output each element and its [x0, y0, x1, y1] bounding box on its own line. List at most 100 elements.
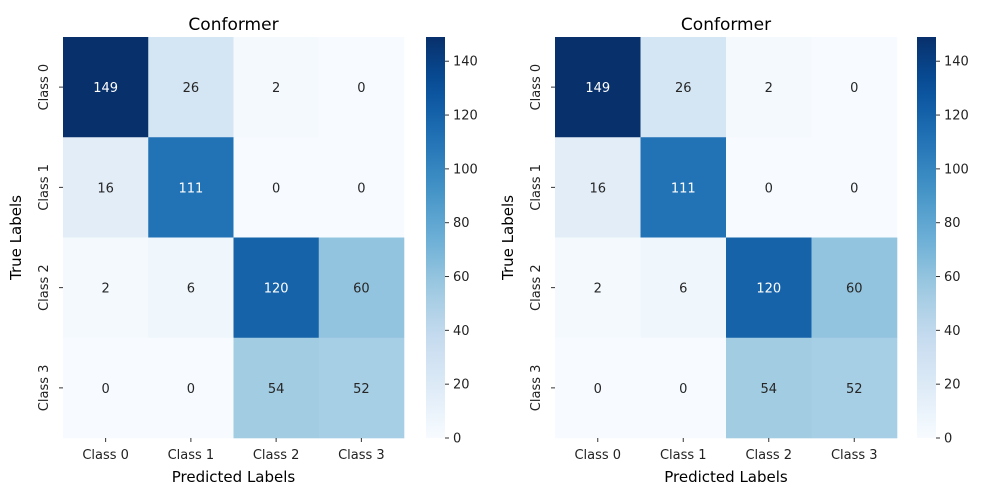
y-tick-label: Class 1: [529, 164, 544, 211]
cell-value-label: 60: [846, 282, 863, 297]
cell-value-label: 6: [679, 282, 687, 297]
x-axis-label: Predicted Labels: [172, 468, 296, 486]
heatmap-cell: [318, 337, 405, 439]
y-tick-label: Class 1: [37, 164, 52, 211]
heatmap-cell: [148, 237, 234, 339]
cell-value-label: 60: [353, 282, 370, 297]
cell-value-label: 26: [675, 81, 692, 96]
heatmap-cell: [63, 237, 149, 339]
heatmap-cell: [555, 37, 641, 138]
heatmap-cell: [555, 237, 641, 339]
chart-title: Conformer: [681, 15, 771, 35]
y-axis-label: True Labels: [499, 195, 517, 281]
heatmap-cell: [640, 237, 727, 339]
cell-value-label: 0: [594, 382, 602, 397]
cell-value-label: 0: [850, 81, 858, 96]
confusion-matrix-left: Conformer Predicted Labels True Labels 1…: [7, 15, 478, 486]
cell-value-label: 2: [272, 81, 280, 96]
x-tick-label: Class 1: [660, 448, 707, 463]
x-tick-label: Class 3: [338, 448, 385, 463]
x-tick-label: Class 2: [253, 448, 300, 463]
colorbar: [426, 37, 445, 438]
cell-value-label: 6: [187, 282, 195, 297]
cell-value-label: 52: [353, 382, 370, 397]
cell-value-label: 0: [357, 181, 365, 196]
cell-value-label: 16: [97, 181, 114, 196]
x-axis-label: Predicted Labels: [664, 468, 788, 486]
colorbar-tick-label: 140: [944, 55, 969, 70]
cell-value-label: 0: [765, 181, 773, 196]
cell-value-label: 111: [178, 181, 203, 196]
heatmap-cell: [233, 237, 320, 339]
colorbar-tick-label: 40: [453, 324, 470, 339]
heatmap-cell: [318, 137, 405, 238]
x-tick-label: Class 0: [574, 448, 621, 463]
heatmap-cell: [811, 137, 898, 238]
y-tick-label: Class 3: [37, 365, 52, 412]
heatmap-cell: [640, 137, 727, 238]
colorbar-tick-label: 100: [944, 162, 969, 177]
cell-value-label: 0: [101, 382, 109, 397]
x-tick-label: Class 0: [82, 448, 129, 463]
colorbar-tick-label: 20: [944, 378, 961, 393]
colorbar-tick-label: 120: [453, 109, 478, 124]
colorbar-tick-label: 100: [453, 162, 478, 177]
colorbar-tick-label: 60: [453, 270, 470, 285]
heatmap-cell: [233, 37, 320, 138]
heatmap-cell: [555, 337, 641, 439]
heatmap-cell: [726, 137, 812, 238]
heatmap-cell: [811, 237, 898, 339]
colorbar: [917, 37, 936, 438]
heatmap-cell: [148, 137, 234, 238]
cell-value-label: 54: [268, 382, 285, 397]
heatmap-cell: [233, 137, 320, 238]
colorbar-tick-label: 140: [453, 55, 478, 70]
colorbar-tick-label: 80: [453, 216, 470, 231]
heatmap-cell: [811, 337, 898, 439]
x-tick-label: Class 1: [168, 448, 215, 463]
heatmap-cell: [640, 337, 727, 439]
x-tick-label: Class 2: [745, 448, 792, 463]
heatmap-cell: [233, 337, 320, 439]
heatmap-cell: [640, 37, 727, 138]
cell-value-label: 149: [585, 81, 610, 96]
cell-value-label: 120: [264, 282, 289, 297]
cell-value-label: 0: [357, 81, 365, 96]
cell-value-label: 2: [101, 282, 109, 297]
y-tick-label: Class 2: [529, 264, 544, 311]
colorbar-tick-label: 20: [453, 378, 470, 393]
colorbar-tick-label: 60: [944, 270, 961, 285]
y-tick-label: Class 0: [37, 64, 52, 111]
confusion-matrix-right: Conformer Predicted Labels True Labels 1…: [499, 15, 969, 486]
heatmap-cell: [726, 237, 812, 339]
heatmap-cell: [726, 37, 812, 138]
cell-value-label: 120: [756, 282, 781, 297]
heatmap-cell: [148, 337, 234, 439]
y-tick-label: Class 2: [37, 264, 52, 311]
colorbar-tick-label: 120: [944, 109, 969, 124]
heatmap-cell: [63, 37, 149, 138]
x-tick-label: Class 3: [831, 448, 878, 463]
heatmap-cell: [148, 37, 234, 138]
cell-value-label: 26: [183, 81, 200, 96]
y-tick-label: Class 0: [529, 64, 544, 111]
cell-value-label: 54: [760, 382, 777, 397]
cell-value-label: 0: [850, 181, 858, 196]
colorbar-tick-label: 0: [944, 432, 952, 447]
cell-value-label: 0: [187, 382, 195, 397]
cell-value-label: 2: [594, 282, 602, 297]
colorbar-tick-label: 40: [944, 324, 961, 339]
chart-title: Conformer: [188, 15, 278, 35]
heatmap-cell: [63, 137, 149, 238]
heatmap-cell: [318, 237, 405, 339]
cell-value-label: 16: [589, 181, 606, 196]
colorbar-tick-label: 80: [944, 216, 961, 231]
y-axis-label: True Labels: [7, 195, 25, 281]
cell-value-label: 0: [272, 181, 280, 196]
heatmap-cell: [811, 37, 898, 138]
cell-value-label: 149: [93, 81, 118, 96]
cell-value-label: 2: [765, 81, 773, 96]
heatmap-cell: [63, 337, 149, 439]
heatmap-cell: [726, 337, 812, 439]
